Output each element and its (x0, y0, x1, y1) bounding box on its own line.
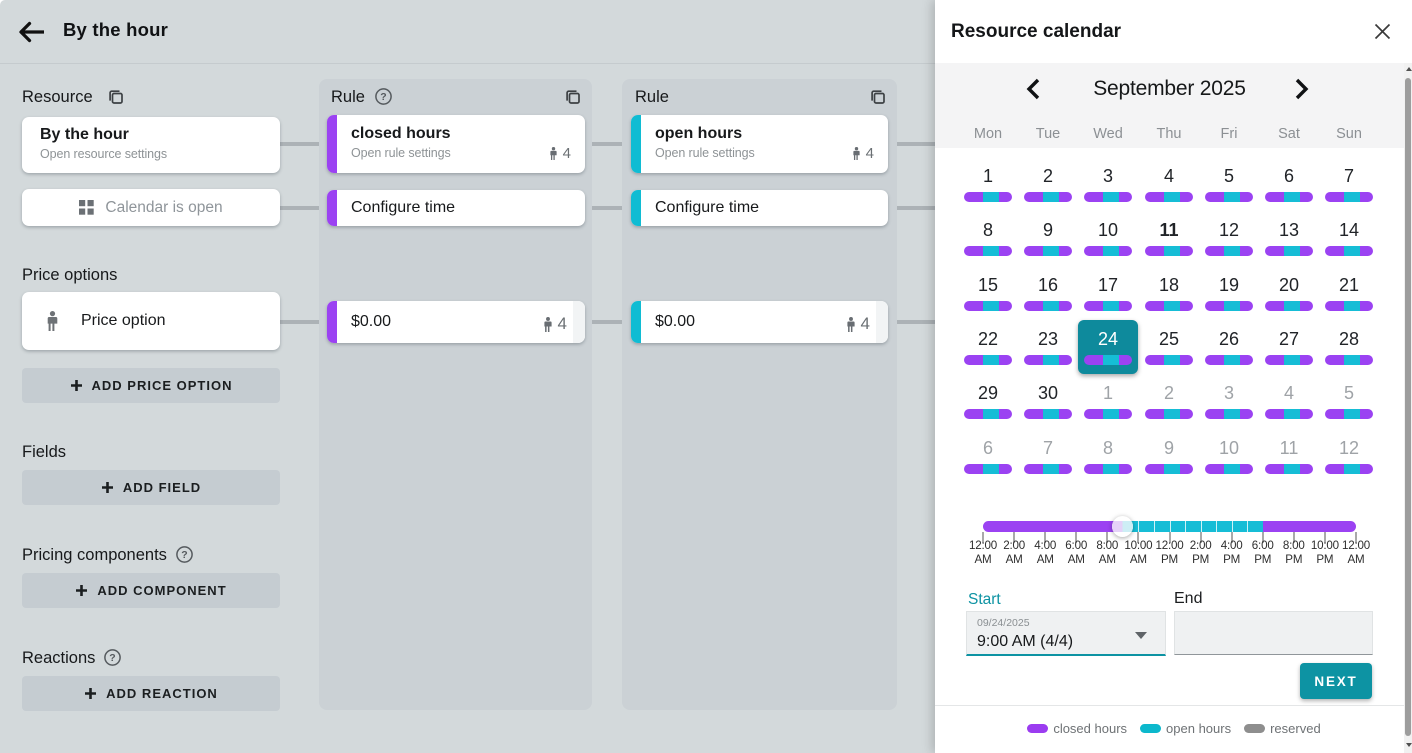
svg-text:?: ? (109, 652, 115, 664)
svg-text:?: ? (380, 91, 386, 103)
svg-text:?: ? (181, 549, 187, 561)
